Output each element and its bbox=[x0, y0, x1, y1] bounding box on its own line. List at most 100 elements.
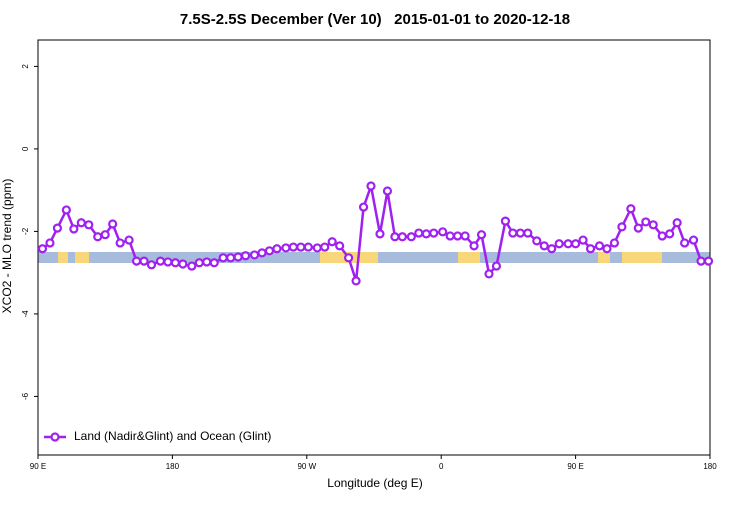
data-point bbox=[115, 238, 125, 248]
data-point bbox=[281, 243, 291, 253]
data-point bbox=[523, 228, 533, 238]
data-point bbox=[508, 228, 518, 238]
data-point bbox=[469, 241, 479, 251]
data-point bbox=[218, 253, 228, 263]
data-point bbox=[460, 231, 470, 241]
data-point bbox=[672, 218, 682, 228]
x-tick-label: 90 W bbox=[297, 462, 316, 471]
data-point bbox=[453, 231, 463, 241]
data-point bbox=[547, 244, 557, 254]
x-tick-label: 90 E bbox=[567, 462, 583, 471]
data-point bbox=[335, 241, 345, 251]
data-point bbox=[209, 258, 219, 268]
data-point bbox=[617, 222, 627, 232]
data-point bbox=[532, 236, 542, 246]
data-point bbox=[240, 251, 251, 261]
data-point bbox=[626, 204, 636, 214]
plot-frame bbox=[37, 39, 711, 456]
land-band bbox=[458, 252, 480, 263]
data-point bbox=[61, 205, 71, 215]
data-point bbox=[93, 232, 103, 242]
data-point bbox=[351, 276, 361, 286]
data-point bbox=[703, 256, 714, 266]
x-tick-label: 180 bbox=[703, 462, 717, 471]
data-point bbox=[554, 239, 564, 249]
y-tick-label: 0 bbox=[21, 146, 30, 151]
data-point bbox=[688, 235, 699, 245]
data-point bbox=[390, 232, 400, 242]
data-point bbox=[108, 219, 118, 229]
y-tick-label: -6 bbox=[21, 392, 30, 400]
data-point bbox=[170, 258, 180, 268]
data-point bbox=[358, 202, 369, 212]
data-point bbox=[382, 186, 393, 196]
data-point bbox=[178, 259, 188, 269]
land-band bbox=[598, 252, 610, 263]
data-point bbox=[272, 244, 282, 254]
data-point bbox=[665, 229, 675, 239]
data-point bbox=[438, 227, 448, 237]
data-point bbox=[194, 258, 204, 268]
data-point bbox=[288, 242, 298, 252]
data-point bbox=[344, 253, 354, 263]
y-axis-label: XCO2 - MLO trend (ppm) bbox=[0, 179, 14, 314]
data-point bbox=[445, 231, 455, 241]
data-point bbox=[249, 250, 260, 260]
data-point bbox=[146, 260, 157, 270]
data-point bbox=[594, 241, 605, 251]
data-point bbox=[37, 244, 48, 254]
land-band bbox=[58, 252, 68, 263]
data-point bbox=[421, 229, 431, 239]
data-point bbox=[226, 253, 236, 263]
data-point bbox=[76, 218, 86, 228]
x-axis-label: Longitude (deg E) bbox=[327, 476, 422, 490]
data-point bbox=[563, 239, 573, 249]
land-band bbox=[622, 252, 662, 263]
data-point bbox=[139, 256, 149, 266]
data-point bbox=[500, 216, 511, 226]
data-point bbox=[312, 243, 322, 253]
data-point bbox=[539, 241, 549, 251]
data-point bbox=[429, 228, 439, 238]
land-band bbox=[75, 252, 89, 263]
data-point bbox=[657, 231, 667, 241]
data-point bbox=[155, 256, 166, 266]
data-point bbox=[641, 217, 651, 227]
chart-title: 7.5S-2.5S December (Ver 10) 2015-01-01 t… bbox=[180, 11, 570, 28]
data-point bbox=[264, 246, 275, 256]
data-point bbox=[406, 232, 416, 242]
data-point bbox=[303, 242, 313, 252]
y-tick-label: -2 bbox=[21, 227, 30, 235]
data-point bbox=[124, 235, 134, 245]
data-point bbox=[187, 261, 197, 271]
data-point bbox=[648, 220, 658, 230]
data-point bbox=[202, 257, 212, 267]
data-point bbox=[515, 228, 525, 238]
data-point bbox=[257, 248, 267, 258]
data-point bbox=[696, 256, 706, 266]
data-point bbox=[163, 257, 173, 267]
data-point bbox=[633, 223, 643, 233]
x-tick-label: 180 bbox=[166, 462, 180, 471]
data-point bbox=[375, 229, 385, 239]
data-point bbox=[602, 244, 612, 254]
y-tick-label: -4 bbox=[21, 310, 30, 318]
data-point bbox=[491, 261, 502, 271]
data-point bbox=[233, 252, 243, 262]
data-point bbox=[578, 235, 588, 245]
data-point bbox=[484, 269, 494, 279]
data-point bbox=[570, 239, 581, 249]
y-tick-label: 2 bbox=[21, 64, 30, 69]
data-point bbox=[680, 238, 690, 248]
data-point bbox=[69, 224, 79, 234]
data-point bbox=[327, 237, 337, 247]
data-point bbox=[84, 220, 94, 230]
x-tick-label: 0 bbox=[439, 462, 444, 471]
data-point bbox=[609, 238, 620, 248]
data-point bbox=[320, 242, 330, 252]
data-point bbox=[366, 181, 376, 191]
data-point bbox=[397, 232, 407, 242]
data-point bbox=[52, 223, 63, 233]
data-point bbox=[585, 244, 596, 254]
